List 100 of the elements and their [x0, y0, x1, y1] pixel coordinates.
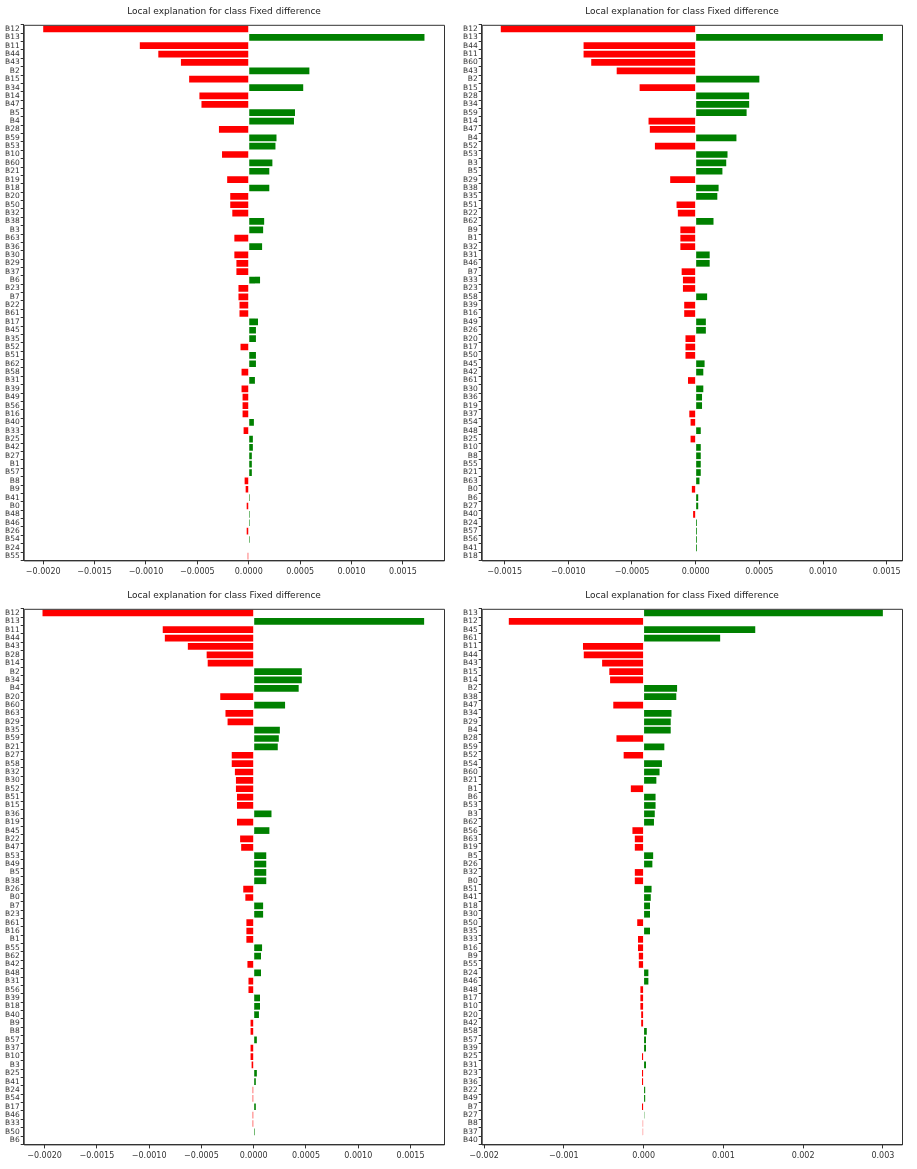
- bar: [644, 777, 657, 784]
- bar: [254, 952, 262, 960]
- bar: [199, 92, 249, 100]
- bar: [640, 994, 644, 1002]
- bar: [644, 910, 650, 918]
- bar: [254, 726, 280, 734]
- x-tick-label: −0.0015: [79, 1151, 115, 1161]
- bar: [639, 84, 696, 91]
- x-tick-label: 0.002: [791, 1151, 815, 1161]
- bar: [696, 218, 714, 225]
- chart-title: Local explanation for class Fixed difference: [127, 589, 322, 600]
- bar: [676, 201, 696, 209]
- bar: [247, 961, 254, 968]
- bar: [644, 726, 671, 734]
- bar: [644, 626, 756, 634]
- bar: [680, 226, 696, 234]
- bar: [690, 418, 696, 426]
- bar: [254, 618, 425, 625]
- bar: [685, 343, 696, 351]
- bar: [670, 176, 696, 183]
- bar: [254, 910, 264, 918]
- bar: [693, 511, 696, 518]
- bar: [644, 768, 660, 776]
- x-tick-label: 0.0015: [872, 567, 901, 577]
- bar: [43, 25, 249, 33]
- bar: [696, 293, 708, 301]
- bar: [644, 609, 883, 617]
- bar: [201, 100, 249, 108]
- bar: [616, 735, 644, 742]
- bar: [254, 810, 272, 818]
- x-tick-label: 0.0000: [239, 1151, 268, 1161]
- bar: [696, 360, 705, 368]
- bar: [688, 377, 696, 384]
- bar: [220, 693, 254, 701]
- bar: [644, 852, 654, 860]
- bar: [644, 969, 649, 977]
- x-tick-label: 0.003: [871, 1151, 895, 1161]
- bar: [691, 485, 696, 493]
- bar: [246, 927, 254, 935]
- x-tick-label: 0.0010: [809, 567, 838, 577]
- bar: [254, 684, 299, 692]
- bar: [246, 936, 254, 943]
- x-tick-label: −0.002: [469, 1151, 499, 1161]
- bar: [508, 618, 644, 625]
- bar: [613, 701, 644, 709]
- bar: [696, 318, 706, 326]
- bar: [249, 109, 295, 117]
- x-tick-label: −0.0005: [184, 1151, 219, 1161]
- bar: [158, 50, 249, 58]
- bar: [696, 92, 750, 100]
- x-tick-label: −0.0020: [25, 567, 61, 577]
- bar: [249, 276, 261, 284]
- x-tick-label: 0.0015: [388, 567, 417, 577]
- x-tick-label: 0.0015: [396, 1151, 425, 1161]
- x-tick-label: −0.0010: [131, 1151, 167, 1161]
- x-tick-label: 0.0000: [234, 567, 263, 577]
- bar: [623, 751, 644, 759]
- bar: [236, 818, 254, 826]
- bar: [254, 668, 302, 675]
- chart-title: Local explanation for class Fixed difference: [585, 5, 780, 16]
- bar: [241, 385, 249, 393]
- bar: [254, 969, 262, 977]
- x-tick-label: −0.0015: [77, 567, 112, 577]
- bar: [696, 159, 727, 167]
- chart-title: Local explanation for class Fixed difference: [585, 589, 780, 600]
- bar: [644, 793, 656, 801]
- x-tick-label: −0.0005: [614, 567, 650, 577]
- bar: [189, 75, 249, 83]
- bar: [689, 410, 696, 418]
- bar: [696, 251, 710, 259]
- bar: [254, 743, 278, 751]
- bar: [644, 902, 650, 910]
- bar: [249, 67, 310, 75]
- bar: [696, 75, 760, 83]
- bar: [696, 326, 706, 334]
- x-tick-label: 0.0005: [291, 1151, 320, 1161]
- x-tick-label: −0.001: [549, 1151, 579, 1161]
- bar: [640, 986, 644, 993]
- x-tick-label: 0.0005: [286, 567, 315, 577]
- bar: [246, 919, 254, 926]
- bar: [696, 385, 704, 393]
- bar: [649, 126, 696, 133]
- x-tick-label: 0.0005: [745, 567, 774, 577]
- bar: [254, 827, 270, 834]
- bar: [696, 134, 737, 142]
- bar: [610, 676, 644, 684]
- bar: [254, 994, 260, 1002]
- bar: [249, 84, 304, 91]
- chart-title: Local explanation for class Fixed difference: [127, 5, 322, 16]
- bar: [644, 977, 649, 985]
- bar: [696, 259, 710, 267]
- bar: [696, 167, 723, 175]
- bar: [162, 626, 254, 634]
- bar: [583, 42, 696, 50]
- bar: [249, 318, 258, 326]
- bar: [139, 42, 249, 50]
- bar: [218, 126, 249, 133]
- bar: [222, 151, 249, 158]
- bar: [644, 927, 650, 935]
- bar: [243, 427, 249, 435]
